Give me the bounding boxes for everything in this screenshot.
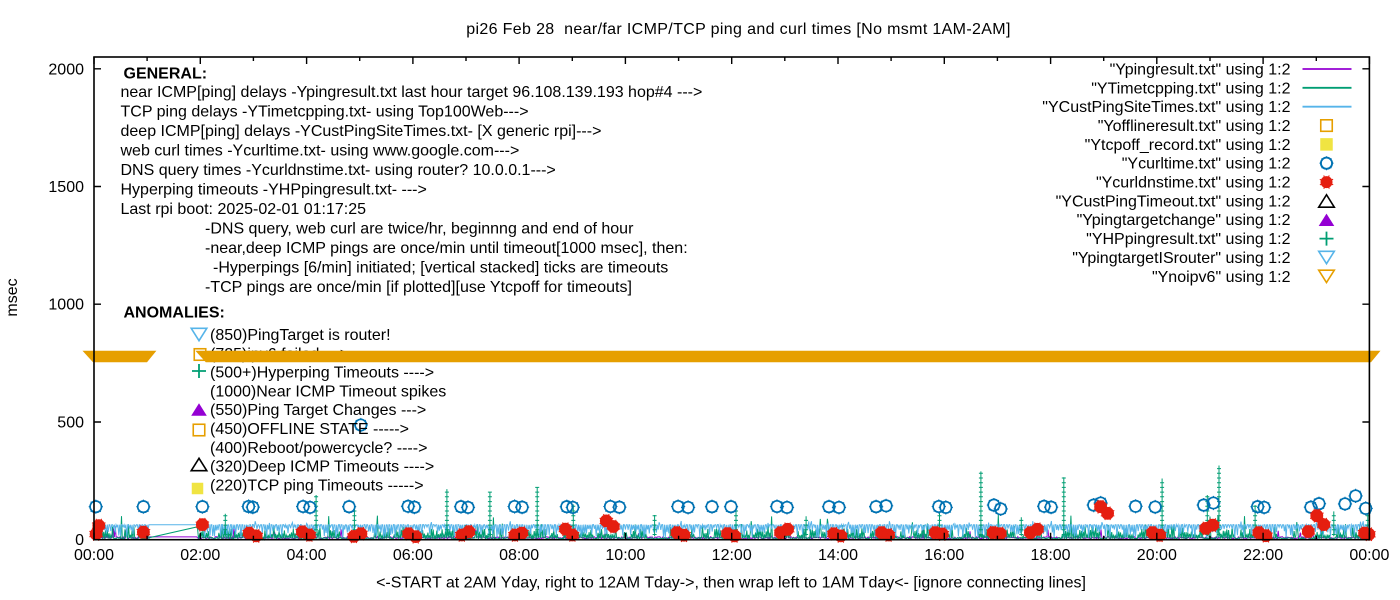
svg-text:0: 0 xyxy=(75,532,84,549)
svg-text:"Ytcpoff_record.txt" using 1:2: "Ytcpoff_record.txt" using 1:2 xyxy=(1085,137,1291,154)
svg-text:06:00: 06:00 xyxy=(393,547,433,564)
svg-text:-Hyperpings [6/min] initiated;: -Hyperpings [6/min] initiated; [vertical… xyxy=(213,260,668,277)
svg-text:Hyperping timeouts -YHPpingres: Hyperping timeouts -YHPpingresult.txt- -… xyxy=(121,182,427,199)
svg-text:00:00: 00:00 xyxy=(74,547,114,564)
svg-text:08:00: 08:00 xyxy=(499,547,539,564)
svg-text:"YTimetcpping.txt" using 1:2: "YTimetcpping.txt" using 1:2 xyxy=(1091,80,1290,97)
svg-text:1000: 1000 xyxy=(48,297,84,314)
svg-text:20:00: 20:00 xyxy=(1137,547,1177,564)
svg-text:near ICMP[ping] delays -Ypingr: near ICMP[ping] delays -Ypingresult.txt … xyxy=(121,84,703,101)
svg-text:GENERAL:: GENERAL: xyxy=(124,66,208,83)
svg-text:-near,deep ICMP pings are once: -near,deep ICMP pings are once/min until… xyxy=(205,240,688,257)
svg-text:-TCP pings are once/min [if pl: -TCP pings are once/min [if plotted][use… xyxy=(205,279,632,296)
svg-text:"Yofflineresult.txt" using 1:2: "Yofflineresult.txt" using 1:2 xyxy=(1098,118,1291,135)
svg-text:pi26 Feb 28 near/far ICMP/TCP: pi26 Feb 28 near/far ICMP/TCP ping and c… xyxy=(466,21,1011,38)
svg-text:500: 500 xyxy=(57,414,84,431)
svg-text:(450)OFFLINE STATE ----->: (450)OFFLINE STATE -----> xyxy=(210,421,409,438)
svg-text:(850)PingTarget is router!: (850)PingTarget is router! xyxy=(210,327,391,344)
svg-text:"YHPpingresult.txt" using 1:2: "YHPpingresult.txt" using 1:2 xyxy=(1086,231,1290,248)
svg-text:Last rpi boot: 2025-02-01 01:1: Last rpi boot: 2025-02-01 01:17:25 xyxy=(121,201,367,218)
svg-text:"Ypingresult.txt" using 1:2: "Ypingresult.txt" using 1:2 xyxy=(1110,61,1291,78)
svg-text:"YCustPingSiteTimes.txt" using: "YCustPingSiteTimes.txt" using 1:2 xyxy=(1042,99,1290,116)
svg-text:10:00: 10:00 xyxy=(605,547,645,564)
svg-text:"YCustPingTimeout.txt" using 1: "YCustPingTimeout.txt" using 1:2 xyxy=(1056,193,1291,210)
svg-text:-DNS query, web curl are twice: -DNS query, web curl are twice/hr, begin… xyxy=(205,221,634,238)
svg-text:msec: msec xyxy=(4,278,21,316)
svg-text:"Ycurldnstime.txt" using 1:2: "Ycurldnstime.txt" using 1:2 xyxy=(1096,175,1291,192)
svg-text:"Ynoipv6" using 1:2: "Ynoipv6" using 1:2 xyxy=(1152,269,1291,286)
svg-text:(550)Ping Target Changes --->: (550)Ping Target Changes ---> xyxy=(210,402,426,419)
svg-text:web curl times -Ycurltime.txt-: web curl times -Ycurltime.txt- using www… xyxy=(120,143,520,160)
svg-text:DNS query times -Ycurldnstime.: DNS query times -Ycurldnstime.txt- using… xyxy=(121,162,556,179)
svg-text:(400)Reboot/powercycle? ---->: (400)Reboot/powercycle? ----> xyxy=(210,440,427,457)
svg-text:"YpingtargetISrouter" using 1:: "YpingtargetISrouter" using 1:2 xyxy=(1072,250,1290,267)
svg-text:16:00: 16:00 xyxy=(924,547,964,564)
svg-text:deep ICMP[ping] delays -YCustP: deep ICMP[ping] delays -YCustPingSiteTim… xyxy=(121,123,602,140)
svg-text:00:00: 00:00 xyxy=(1349,547,1389,564)
svg-text:18:00: 18:00 xyxy=(1031,547,1071,564)
svg-text:12:00: 12:00 xyxy=(712,547,752,564)
svg-text:"Ycurltime.txt" using 1:2: "Ycurltime.txt" using 1:2 xyxy=(1122,156,1291,173)
svg-text:(320)Deep ICMP Timeouts ---->: (320)Deep ICMP Timeouts ----> xyxy=(210,459,434,476)
svg-text:<-START at 2AM Yday, right to: <-START at 2AM Yday, right to 12AM Tday-… xyxy=(376,575,1086,592)
svg-text:2000: 2000 xyxy=(48,61,84,78)
svg-text:(1000)Near ICMP Timeout spikes: (1000)Near ICMP Timeout spikes xyxy=(210,383,446,400)
svg-text:"Ypingtargetchange" using 1:2: "Ypingtargetchange" using 1:2 xyxy=(1077,212,1291,229)
svg-text:04:00: 04:00 xyxy=(287,547,327,564)
svg-text:14:00: 14:00 xyxy=(818,547,858,564)
svg-text:02:00: 02:00 xyxy=(180,547,220,564)
svg-text:TCP ping delays -YTimetcpping.: TCP ping delays -YTimetcpping.txt- using… xyxy=(121,104,529,121)
svg-text:1500: 1500 xyxy=(48,179,84,196)
svg-text:(500+)Hyperping Timeouts ---->: (500+)Hyperping Timeouts ----> xyxy=(210,365,434,382)
svg-text:22:00: 22:00 xyxy=(1243,547,1283,564)
svg-text:(220)TCP ping Timeouts ----->: (220)TCP ping Timeouts -----> xyxy=(210,477,424,494)
svg-text:ANOMALIES:: ANOMALIES: xyxy=(124,305,225,322)
